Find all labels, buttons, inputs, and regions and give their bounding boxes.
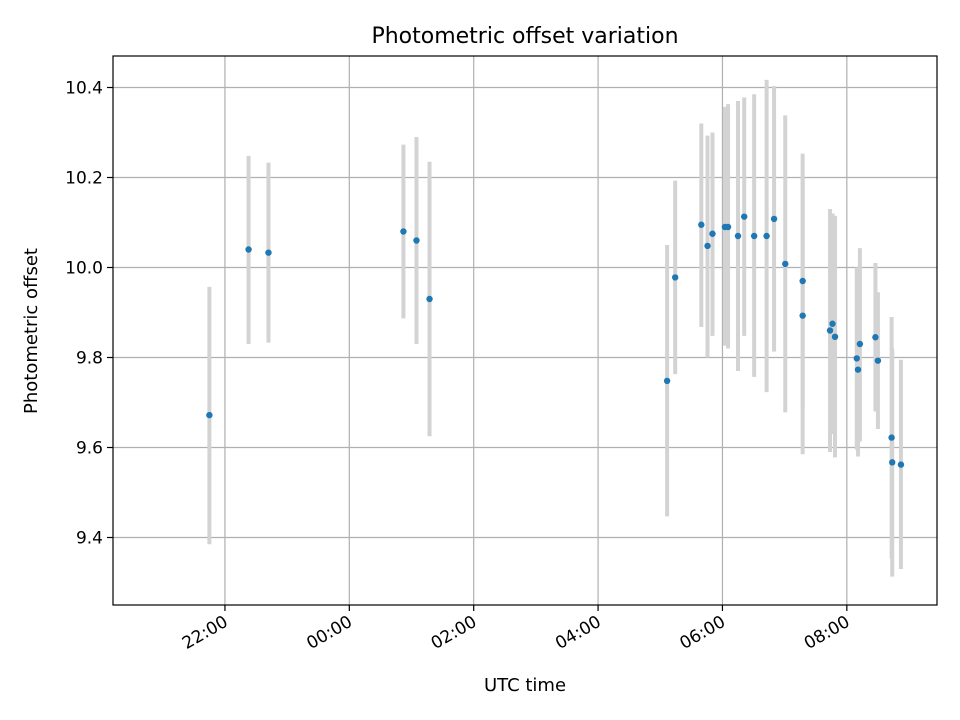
data-point: [664, 378, 670, 384]
data-point: [763, 233, 769, 239]
data-point: [725, 224, 731, 230]
data-point: [741, 213, 747, 219]
data-point: [413, 237, 419, 243]
data-point: [709, 231, 715, 237]
y-tick-label: 10.0: [65, 259, 103, 279]
data-point: [206, 412, 212, 418]
data-point: [735, 233, 741, 239]
data-point: [888, 434, 894, 440]
y-tick-label: 9.8: [76, 349, 103, 369]
x-axis-label: UTC time: [484, 675, 566, 696]
y-tick-label: 9.4: [76, 529, 103, 549]
data-point: [898, 461, 904, 467]
data-point: [751, 233, 757, 239]
y-tick-label: 10.2: [65, 169, 103, 189]
data-point: [832, 334, 838, 340]
data-point: [857, 341, 863, 347]
data-point: [704, 243, 710, 249]
chart: 22:00 00:00 02:00 04:00 06:00 08:009.49.69.81…: [0, 0, 960, 720]
y-tick-label: 9.6: [76, 439, 103, 459]
y-tick-label: 10.4: [65, 79, 103, 99]
data-point: [872, 334, 878, 340]
data-point: [855, 366, 861, 372]
data-point: [799, 312, 805, 318]
data-point: [854, 355, 860, 361]
data-point: [782, 261, 788, 267]
chart-title: Photometric offset variation: [371, 24, 678, 49]
figure-background: [0, 0, 960, 720]
data-point: [827, 327, 833, 333]
data-point: [829, 321, 835, 327]
data-point: [698, 222, 704, 228]
data-point: [672, 274, 678, 280]
data-point: [245, 246, 251, 252]
data-point: [265, 249, 271, 255]
data-point: [875, 357, 881, 363]
data-point: [400, 228, 406, 234]
y-axis-label: Photometric offset: [21, 248, 42, 414]
data-point: [799, 278, 805, 284]
data-point: [426, 296, 432, 302]
data-point: [771, 216, 777, 222]
data-point: [889, 459, 895, 465]
